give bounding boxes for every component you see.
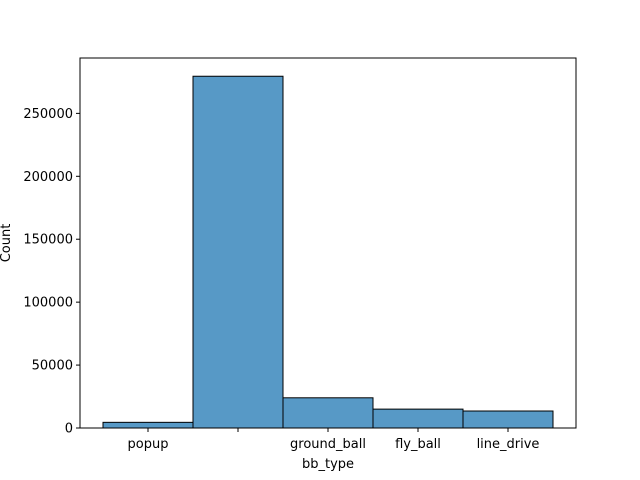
x-axis: popup ground_ball fly_ball line_drive xyxy=(128,428,540,452)
x-tick-label: ground_ball xyxy=(290,437,366,452)
bar-fly_ball xyxy=(372,408,464,429)
y-tick-label: 200000 xyxy=(23,170,73,185)
bars xyxy=(102,75,554,429)
y-tick-label: 50000 xyxy=(32,359,73,374)
bar-ground_ball xyxy=(282,397,374,429)
y-axis: 0 50000 100000 150000 200000 250000 xyxy=(23,107,80,437)
y-tick-label: 100000 xyxy=(23,296,73,311)
x-tick-label: fly_ball xyxy=(395,437,441,452)
bar-line_drive xyxy=(462,410,554,429)
y-axis-label: Count xyxy=(0,224,14,263)
x-axis-label: bb_type xyxy=(302,457,354,472)
x-tick-label: popup xyxy=(128,437,169,452)
bar-unlabeled xyxy=(192,75,284,429)
x-tick-label: line_drive xyxy=(477,437,540,452)
plot-frame xyxy=(79,57,577,429)
y-tick-label: 0 xyxy=(65,422,73,437)
bar-popup xyxy=(102,421,194,429)
y-tick-label: 150000 xyxy=(23,233,73,248)
y-tick-label: 250000 xyxy=(23,107,73,122)
